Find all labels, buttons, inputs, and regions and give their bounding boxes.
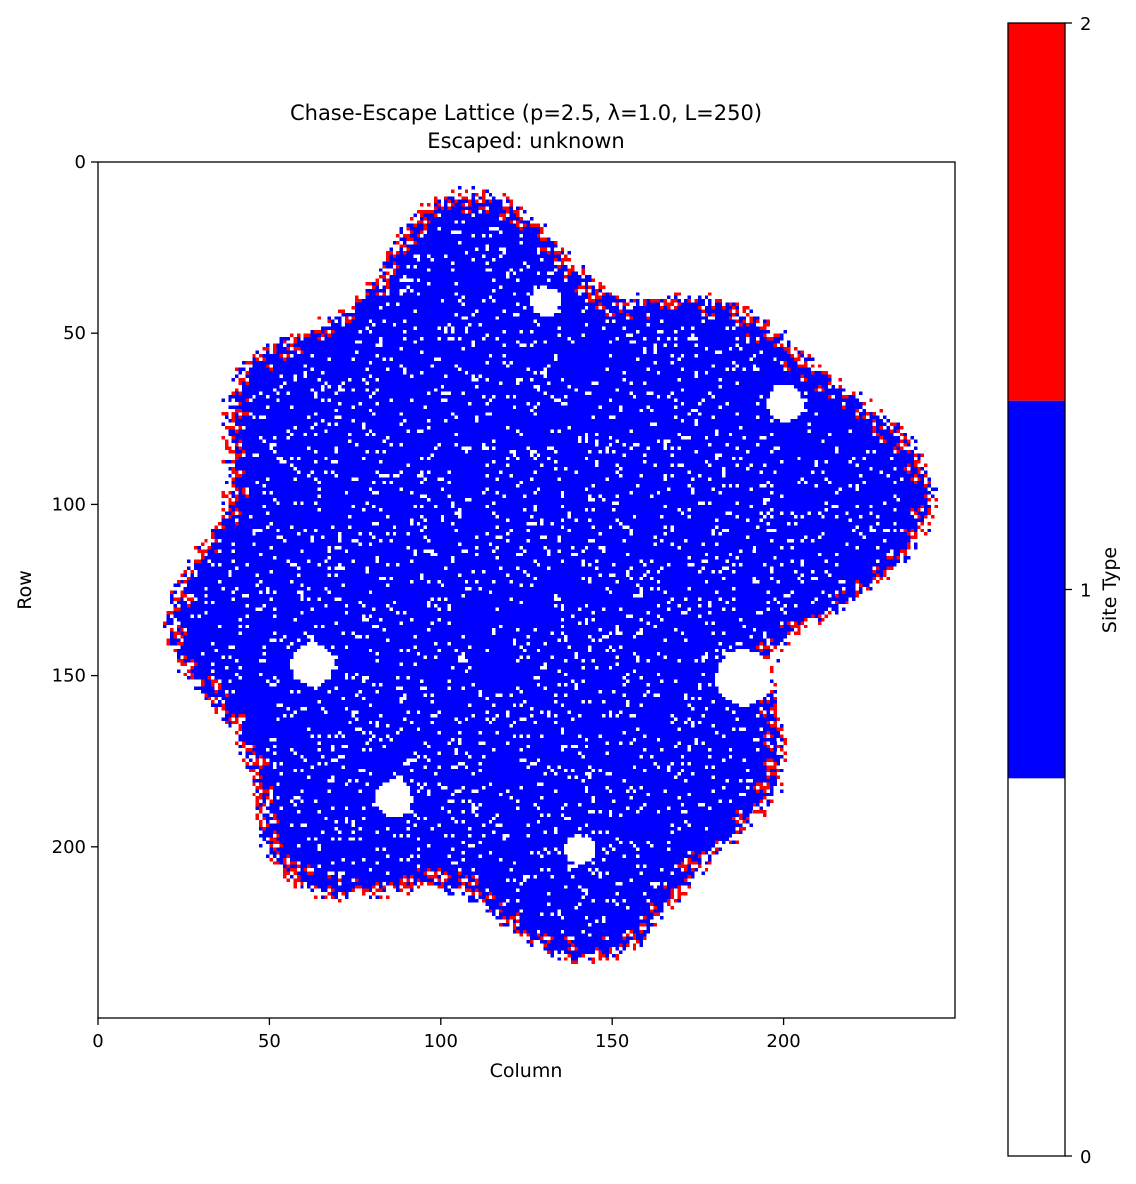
y-tick-label: 200 (52, 837, 86, 858)
x-tick-label: 200 (766, 1031, 800, 1052)
y-axis-label: Row (14, 570, 36, 610)
lattice-heatmap (163, 186, 938, 965)
colorbar: 0 1 2 (1007, 14, 1091, 1168)
y-axis: 0 50 100 150 200 (52, 152, 98, 858)
x-tick-label: 100 (424, 1031, 458, 1052)
colorbar-label: Site Type (1099, 547, 1121, 633)
x-tick-label: 150 (595, 1031, 629, 1052)
x-axis-label: Column (490, 1060, 563, 1082)
y-tick-label: 0 (75, 152, 86, 173)
chart-title: Chase-Escape Lattice (p=2.5, λ=1.0, L=25… (290, 101, 762, 125)
plot-frame (97, 161, 956, 1019)
colorbar-segment-2 (1008, 23, 1065, 401)
colorbar-segment-0 (1008, 778, 1065, 1156)
lattice-sites-type-1 (163, 186, 938, 961)
colorbar-tick-label: 0 (1080, 1147, 1091, 1168)
x-tick-label: 50 (258, 1031, 281, 1052)
chart-subtitle: Escaped: unknown (427, 129, 624, 153)
x-tick-label: 0 (92, 1031, 103, 1052)
x-axis: 0 50 100 150 200 (92, 1018, 801, 1052)
colorbar-tick-label: 1 (1080, 581, 1091, 602)
y-tick-label: 150 (52, 666, 86, 687)
colorbar-tick-label: 2 (1080, 14, 1091, 35)
y-tick-label: 50 (63, 323, 86, 344)
colorbar-segment-1 (1008, 400, 1065, 779)
y-tick-label: 100 (52, 494, 86, 515)
